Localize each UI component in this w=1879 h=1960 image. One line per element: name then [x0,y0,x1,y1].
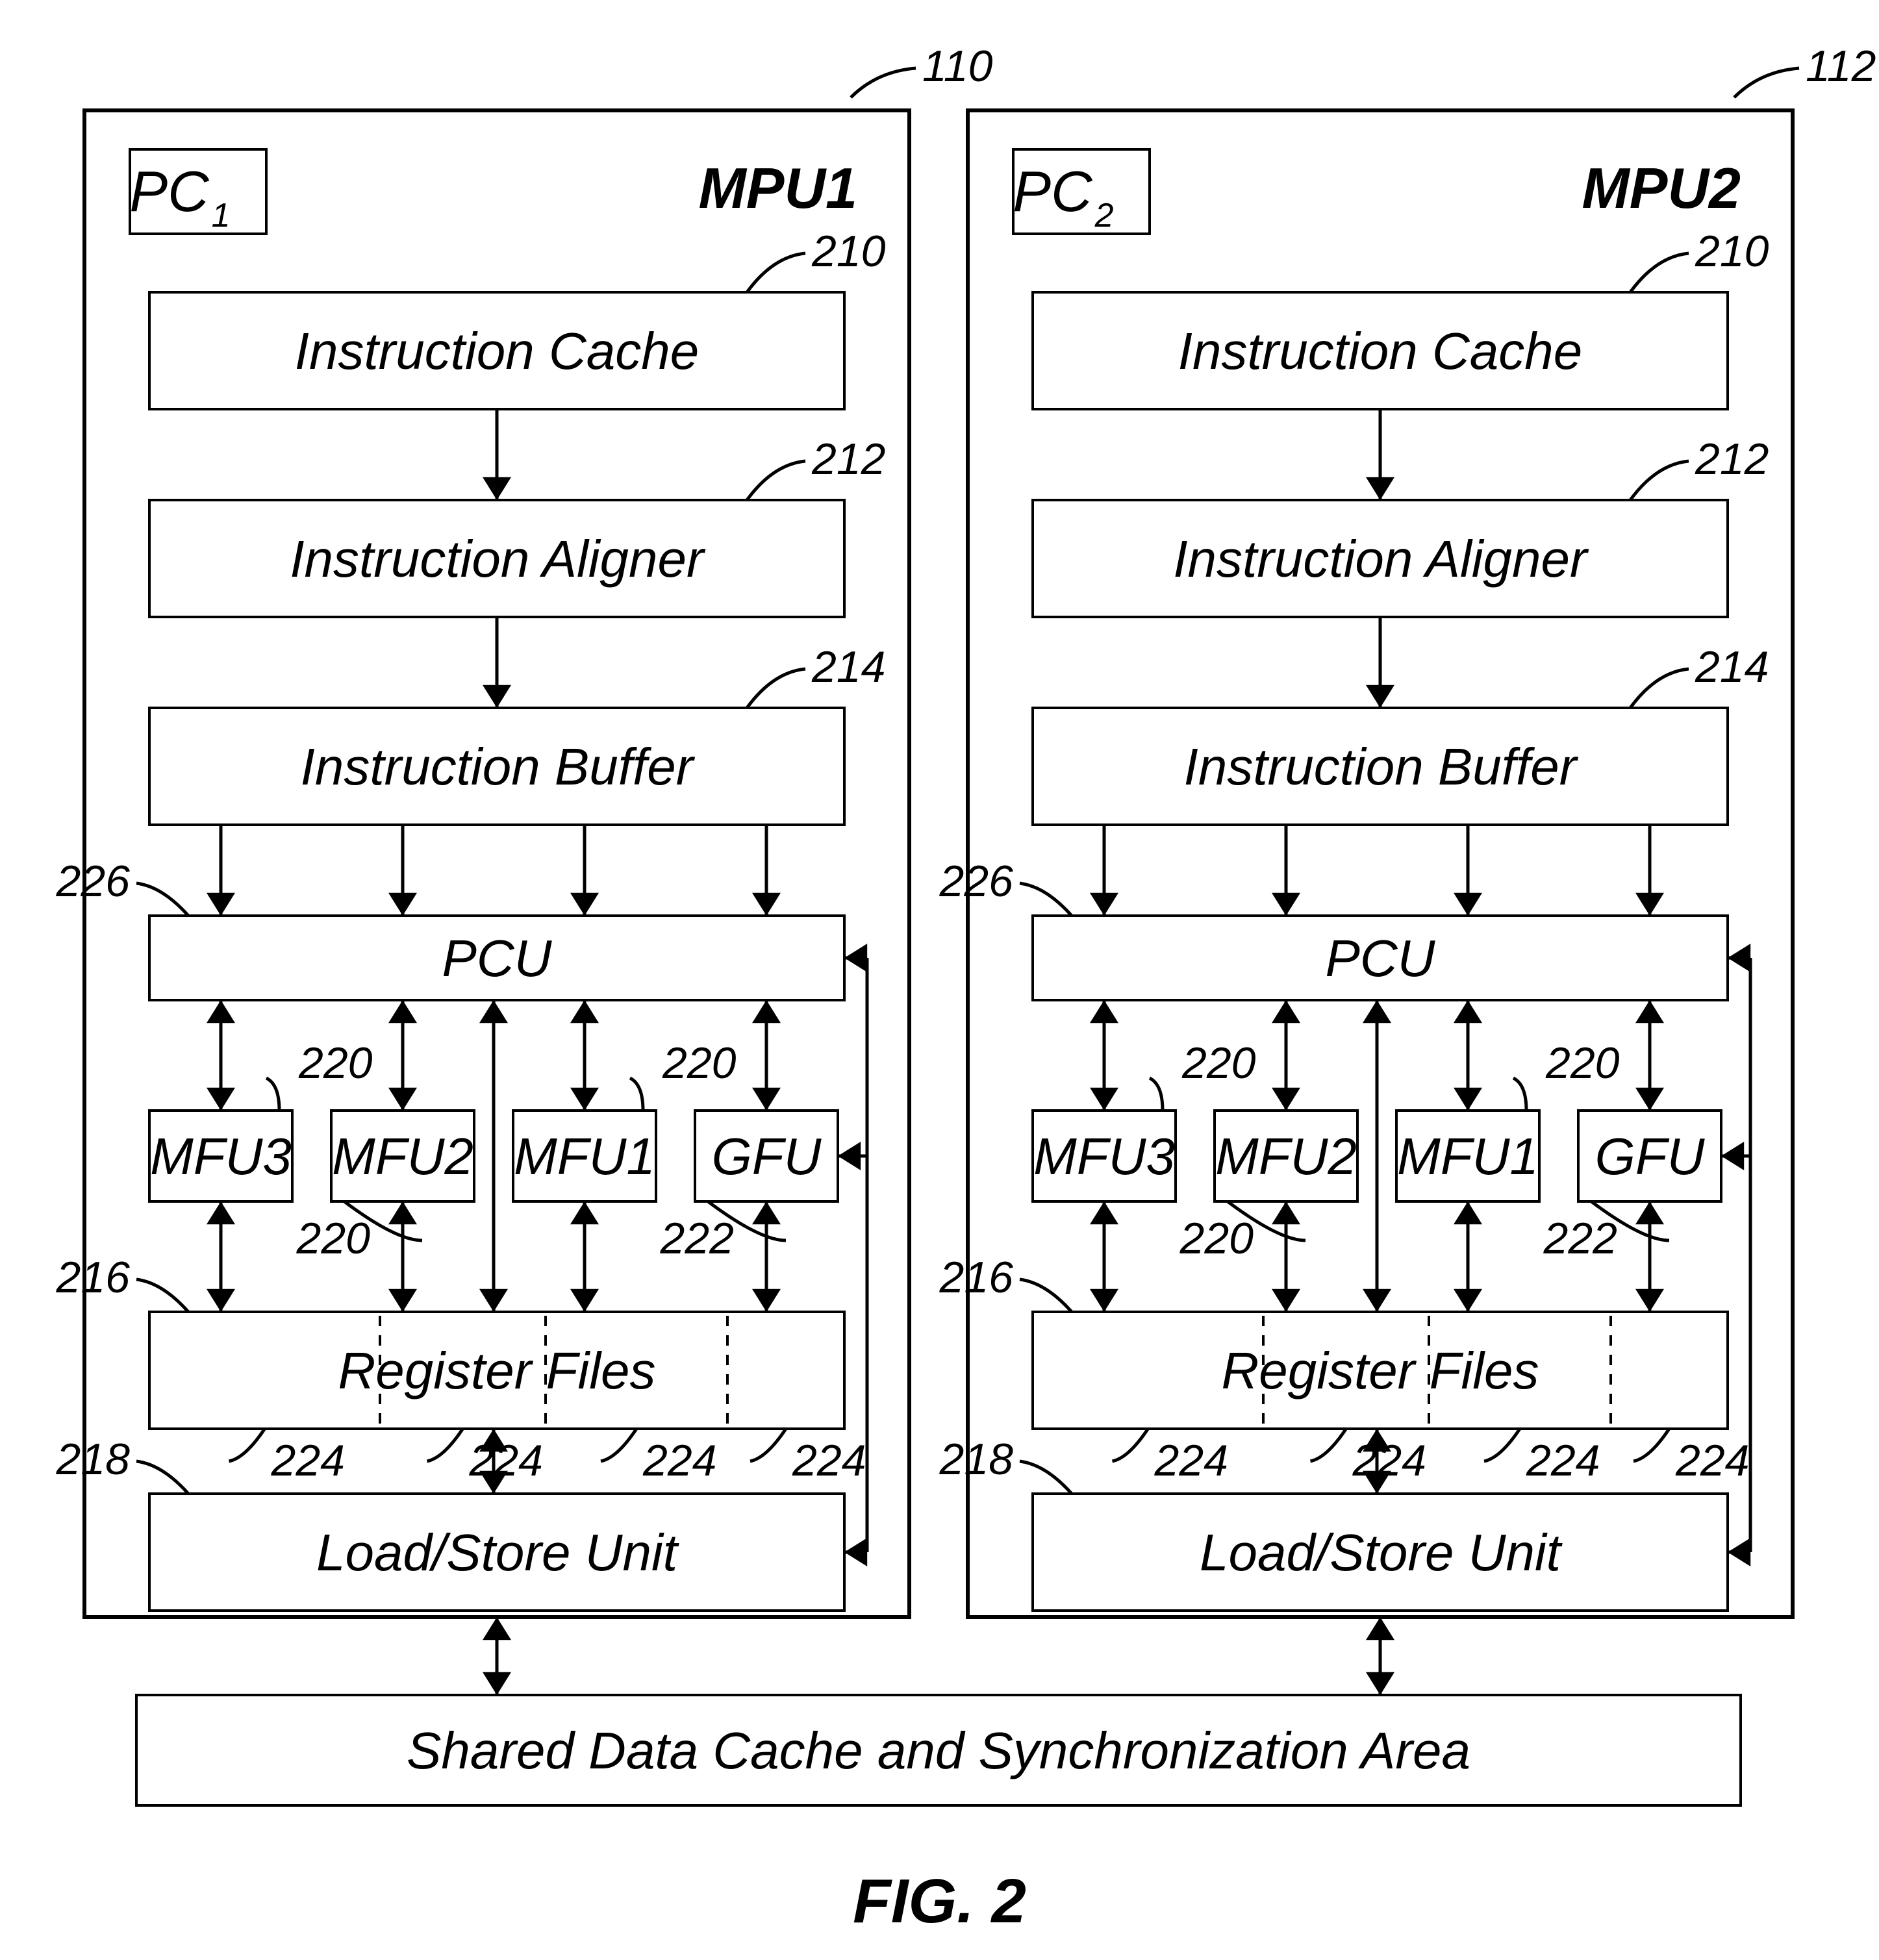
mfu2-label: MFU2 [1215,1127,1357,1185]
svg-text:224: 224 [469,1436,543,1485]
register-files-label: Register Files [338,1342,655,1400]
instruction-aligner-label: Instruction Aligner [290,530,706,588]
instruction-buffer-label: Instruction Buffer [301,738,696,796]
instruction-buffer-label: Instruction Buffer [1184,738,1579,796]
load-store-unit-label: Load/Store Unit [316,1524,679,1581]
instruction-aligner-label: Instruction Aligner [1173,530,1589,588]
gfu-label: GFU [1595,1127,1706,1185]
mpu-ref: 110 [922,42,993,91]
gfu-label: GFU [712,1127,822,1185]
mfu1-label: MFU1 [1397,1127,1539,1185]
svg-text:210: 210 [1695,227,1769,276]
svg-text:220: 220 [1545,1038,1620,1088]
svg-text:224: 224 [642,1436,716,1485]
svg-text:224: 224 [1352,1436,1426,1485]
svg-text:218: 218 [939,1435,1014,1484]
svg-text:220: 220 [296,1214,371,1263]
mpu-title: MPU2 [1582,156,1741,220]
mpu-ref: 112 [1806,42,1876,91]
svg-text:216: 216 [939,1253,1014,1302]
mpu-title: MPU1 [699,156,858,220]
mfu3-label: MFU3 [1033,1127,1175,1185]
svg-text:224: 224 [271,1436,345,1485]
svg-text:224: 224 [792,1436,866,1485]
svg-text:212: 212 [1695,434,1769,484]
svg-text:220: 220 [1179,1214,1254,1263]
pcu-label: PCU [1326,929,1436,987]
svg-text:220: 220 [1181,1038,1256,1088]
svg-text:210: 210 [811,227,886,276]
load-store-unit-label: Load/Store Unit [1200,1524,1563,1581]
svg-text:214: 214 [1695,642,1769,692]
instruction-cache-label: Instruction Cache [295,322,700,380]
svg-text:220: 220 [298,1038,373,1088]
svg-text:216: 216 [56,1253,131,1302]
register-files-label: Register Files [1221,1342,1539,1400]
svg-text:222: 222 [660,1214,734,1263]
svg-text:226: 226 [939,857,1014,906]
svg-text:214: 214 [811,642,885,692]
svg-text:218: 218 [56,1435,131,1484]
svg-text:224: 224 [1526,1436,1600,1485]
svg-text:222: 222 [1543,1214,1617,1263]
shared-cache-label: Shared Data Cache and Synchronization Ar… [407,1722,1470,1779]
figure-caption: FIG. 2 [853,1866,1026,1936]
svg-text:224: 224 [1154,1436,1228,1485]
pcu-label: PCU [442,929,553,987]
svg-text:212: 212 [811,434,885,484]
svg-text:220: 220 [662,1038,737,1088]
svg-text:226: 226 [56,857,131,906]
instruction-cache-label: Instruction Cache [1178,322,1583,380]
mfu1-label: MFU1 [514,1127,655,1185]
mfu2-label: MFU2 [332,1127,473,1185]
mfu3-label: MFU3 [150,1127,292,1185]
svg-text:224: 224 [1675,1436,1749,1485]
